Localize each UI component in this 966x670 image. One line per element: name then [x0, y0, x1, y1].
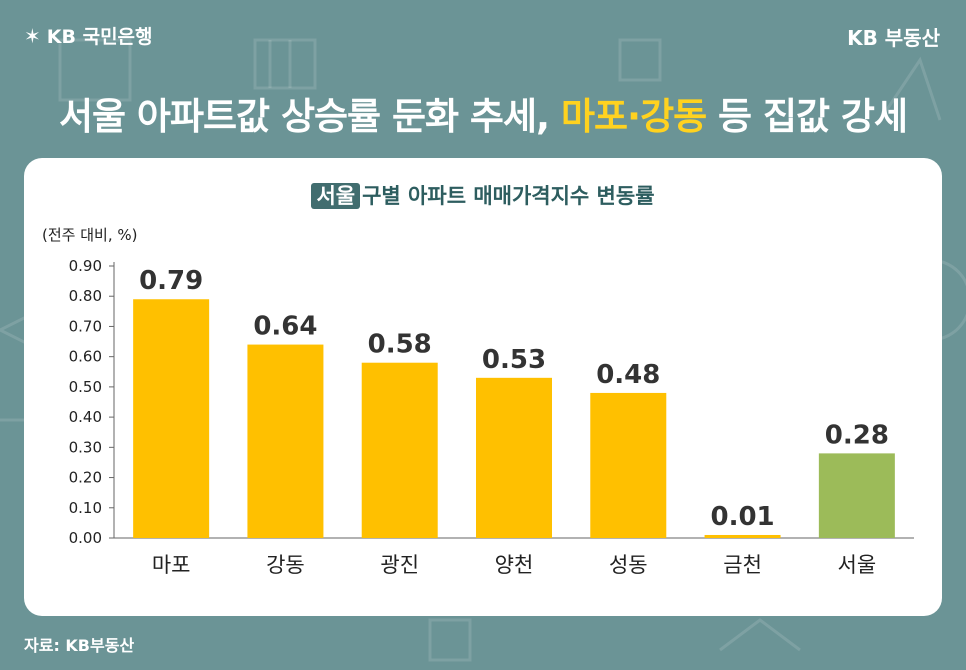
kb-bank-logo: ✶ KB 국민은행 — [24, 22, 153, 49]
y-tick-label: 0.70 — [69, 317, 102, 335]
bar-chart: 0.00 0.10 0.20 0.30 0.40 0.50 0.60 0.70 0.80 0.90… — [69, 257, 914, 577]
headline-part1: 서울 아파트값 상승률 둔화 추세, — [58, 95, 561, 138]
y-tick-label: 0.10 — [69, 499, 102, 517]
bar-강동 — [247, 344, 324, 538]
y-tick-label: 0.90 — [69, 257, 102, 275]
y-tick-label: 0.30 — [69, 438, 102, 456]
kb-real-estate-logo: KB 부동산 — [847, 26, 940, 50]
data-label: 0.01 — [710, 502, 774, 532]
x-tick-label: 광진 — [380, 553, 419, 577]
source-note: 자료: KB부동산 — [24, 636, 135, 655]
chart-title-text: 구별 아파트 매매가격지수 변동률 — [362, 184, 655, 208]
y-tick-label: 0.00 — [69, 529, 102, 547]
bar-금천 — [704, 534, 781, 538]
x-tick-label: 서울 — [838, 553, 877, 577]
y-tick-label: 0.50 — [69, 378, 102, 396]
x-tick-label: 마포 — [152, 553, 191, 577]
bar-광진 — [361, 362, 438, 538]
y-tick-label: 0.40 — [69, 408, 102, 426]
data-label: 0.58 — [368, 330, 432, 360]
chart-title: 서울 구별 아파트 매매가격지수 변동률 — [24, 180, 942, 210]
x-tick-label: 성동 — [609, 553, 648, 577]
data-label: 0.79 — [139, 266, 203, 296]
headline-highlight: 마포·강동 — [560, 95, 707, 138]
kb-star-icon: ✶ — [24, 23, 41, 48]
y-tick-label: 0.60 — [69, 348, 102, 366]
data-label: 0.53 — [482, 345, 546, 375]
bar-성동 — [590, 392, 667, 538]
x-tick-label: 양천 — [495, 553, 534, 577]
data-label: 0.28 — [825, 420, 889, 450]
data-label: 0.64 — [253, 312, 317, 342]
chart-card: 서울 구별 아파트 매매가격지수 변동률 (전주 대비, %) 0.00 0.10 0… — [24, 158, 942, 616]
kb-bank-logo-text: KB 국민은행 — [46, 26, 153, 48]
y-tick-label: 0.20 — [69, 469, 102, 487]
data-label: 0.48 — [596, 360, 660, 390]
x-tick-label: 강동 — [266, 553, 305, 577]
headline: 서울 아파트값 상승률 둔화 추세, 마포·강동 등 집값 강세 — [0, 86, 966, 140]
bar-양천 — [476, 377, 552, 538]
y-tick-label: 0.80 — [69, 287, 102, 305]
chart-title-badge: 서울 — [311, 183, 361, 209]
x-tick-label: 금천 — [723, 553, 762, 577]
headline-part2: 등 집값 강세 — [706, 95, 908, 138]
bar-서울 — [818, 453, 895, 538]
bar-마포 — [133, 299, 210, 538]
y-axis-unit-label: (전주 대비, %) — [42, 226, 138, 244]
